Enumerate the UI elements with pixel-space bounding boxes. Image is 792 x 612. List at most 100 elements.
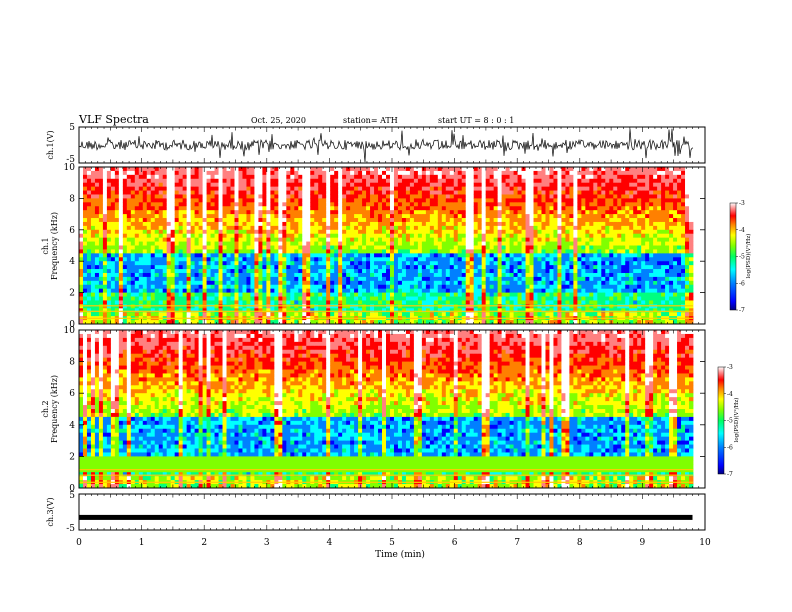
spectrogram-cell	[561, 186, 566, 191]
spectrogram-cell	[421, 253, 427, 258]
spectrogram-cell	[222, 186, 227, 191]
spectrogram-cell	[234, 221, 239, 227]
spectrogram-cell	[553, 170, 558, 176]
spectrogram-cell	[174, 178, 180, 184]
spectrogram-cell	[142, 198, 148, 203]
spectrogram-cell	[342, 257, 347, 262]
spectrogram-cell	[346, 210, 351, 215]
spectrogram-cell	[425, 284, 431, 290]
spectrogram-cell	[453, 284, 459, 290]
spectrogram-cell	[278, 265, 283, 270]
spectrogram-cell	[545, 265, 550, 270]
spectrogram-cell	[142, 272, 148, 278]
spectrogram-cell	[565, 304, 570, 309]
spectrogram-cell	[94, 178, 100, 184]
spectrogram-cell	[549, 320, 554, 325]
spectrogram-cell	[346, 253, 351, 258]
spectrogram-cell	[250, 292, 255, 297]
spectrogram-cell	[425, 292, 431, 297]
spectrogram-cell	[485, 308, 491, 313]
spectrogram-cell	[298, 320, 303, 325]
spectrogram-cell	[326, 292, 331, 297]
spectrogram-cell	[166, 296, 172, 301]
spectrogram-cell	[389, 190, 395, 195]
spectrogram-cell	[429, 221, 435, 227]
spectrogram-cell	[198, 296, 203, 301]
spectrogram-cell	[134, 265, 140, 270]
spectrogram-cell	[561, 261, 566, 266]
spectrogram-cell	[98, 218, 104, 223]
spectrogram-cell	[278, 296, 283, 301]
spectrogram-cell	[82, 182, 88, 188]
spectrogram-cell	[362, 214, 367, 219]
spectrogram-cell	[370, 272, 375, 278]
spectrogram-cell	[405, 221, 411, 227]
spectrogram-cell	[326, 210, 331, 215]
spectrogram-cell	[389, 296, 395, 301]
spectrogram-cell	[541, 288, 546, 294]
spectrogram-cell	[397, 167, 403, 172]
spectrogram-cell	[166, 241, 172, 246]
spectrogram-cell	[82, 269, 88, 274]
spectrogram-cell	[302, 174, 307, 180]
spectrogram-cell	[481, 245, 487, 250]
spectrogram-cell	[134, 300, 140, 305]
spectrogram-cell	[266, 229, 271, 235]
spectrogram-cell	[322, 280, 327, 286]
spectrogram-cell	[517, 272, 522, 278]
spectrogram-cell	[509, 167, 514, 172]
spectrogram-cell	[346, 292, 351, 297]
spectrogram-cell	[110, 261, 116, 266]
spectrogram-cell	[437, 190, 443, 195]
spectrogram-cell	[210, 218, 215, 223]
spectrogram-cell	[557, 178, 562, 184]
spectrogram-cell	[425, 190, 431, 195]
spectrogram-cell	[429, 190, 435, 195]
spectrogram-cell	[210, 221, 215, 227]
spectrogram-cell	[449, 202, 455, 207]
spectrogram-cell	[134, 206, 140, 211]
spectrogram-cell	[342, 233, 347, 239]
spectrogram-cell	[306, 284, 311, 290]
spectrogram-cell	[190, 320, 196, 325]
spectrogram-cell	[449, 308, 455, 313]
spectrogram-cell	[489, 249, 495, 254]
spectrogram-cell	[326, 257, 331, 262]
spectrogram-cell	[366, 253, 371, 258]
spectrogram-cell	[389, 280, 395, 286]
spectrogram-cell	[86, 182, 92, 188]
spectrogram-cell	[90, 214, 96, 219]
spectrogram-cell	[134, 296, 140, 301]
spectrogram-cell	[266, 237, 271, 242]
spectrogram-cell	[533, 233, 538, 239]
spectrogram-cell	[318, 194, 323, 199]
spectrogram-cell	[445, 178, 451, 184]
spectrogram-cell	[82, 292, 88, 297]
spectrogram-cell	[254, 284, 259, 290]
spectrogram-cell	[262, 284, 267, 290]
spectrogram-cell	[469, 245, 475, 250]
spectrogram-cell	[553, 198, 558, 203]
spectrogram-cell	[342, 292, 347, 297]
spectrogram-cell	[561, 182, 566, 188]
spectrogram-cell	[569, 170, 574, 176]
spectrogram-cell	[162, 280, 168, 286]
spectrogram-cell	[497, 233, 503, 239]
spectrogram-cell	[114, 167, 120, 172]
spectrogram-cell	[110, 194, 116, 199]
spectrogram-cell	[262, 300, 267, 305]
spectrogram-cell	[397, 312, 403, 317]
spectrogram-cell	[162, 202, 168, 207]
spectrogram-cell	[98, 300, 104, 305]
spectrogram-cell	[210, 261, 215, 266]
spectrogram-cell	[541, 214, 546, 219]
spectrogram-cell	[437, 233, 443, 239]
spectrogram-cell	[497, 253, 503, 258]
spectrogram-cell	[505, 210, 510, 215]
spectrogram-cell	[334, 312, 339, 317]
spectrogram-cell	[102, 312, 108, 317]
spectrogram-cell	[338, 225, 343, 231]
spectrogram-cell	[190, 265, 196, 270]
spectrogram-cell	[254, 233, 259, 239]
spectrogram-cell	[234, 296, 239, 301]
